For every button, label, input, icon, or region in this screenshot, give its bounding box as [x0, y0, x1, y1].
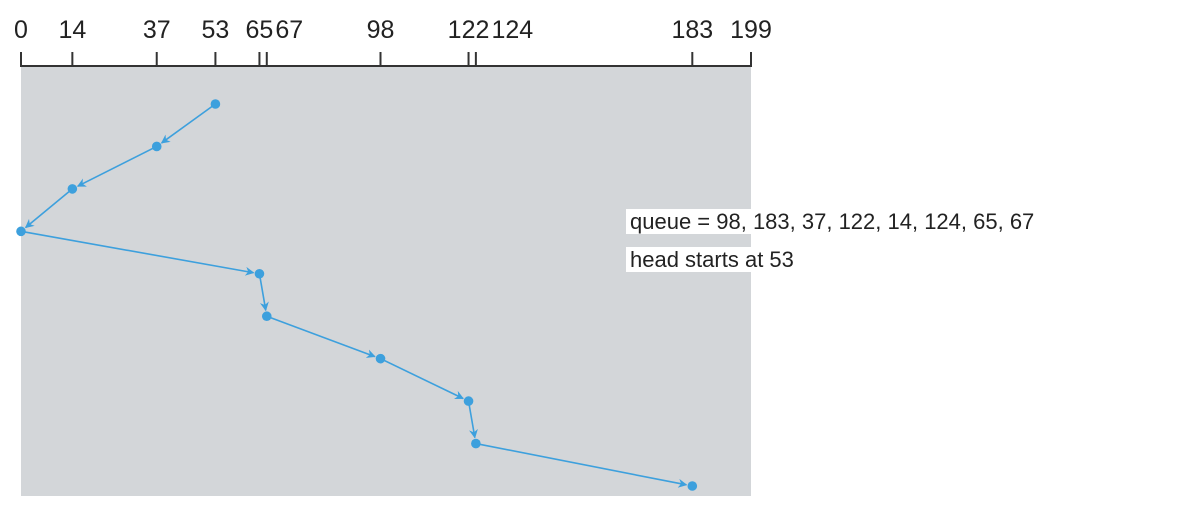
axis-ticks: 0 14 37 53 65 67 98 122 124 183 199 — [14, 16, 772, 67]
panel-background — [21, 66, 751, 496]
head-point-37 — [151, 141, 162, 152]
tick-label-53: 53 — [202, 16, 230, 44]
head-point-183 — [687, 481, 698, 491]
head-point-67 — [261, 311, 272, 322]
move-14-to-0 — [24, 188, 73, 229]
move-65-to-67 — [258, 273, 269, 312]
tick-label-183: 183 — [671, 16, 713, 44]
tick-label-14: 14 — [58, 16, 86, 44]
head-point-122 — [463, 396, 474, 406]
tick-label-122: 122 — [448, 16, 490, 44]
move-124-to-183 — [475, 442, 688, 488]
head-point-65 — [254, 268, 265, 279]
tick-label-65: 65 — [246, 16, 274, 44]
head-point-0 — [16, 226, 26, 237]
move-67-to-98 — [266, 315, 376, 358]
head-point-53 — [210, 99, 221, 109]
head-point-124 — [471, 438, 481, 449]
move-98-to-122 — [380, 357, 464, 400]
tick-label-98: 98 — [367, 16, 395, 44]
tick-label-124: 124 — [491, 16, 533, 44]
move-53-to-37 — [160, 103, 216, 144]
queue-caption: queue = 98, 183, 37, 122, 14, 124, 65, 6… — [626, 205, 1156, 281]
move-0-to-65 — [20, 230, 255, 276]
head-point-98 — [375, 353, 386, 364]
move-37-to-14 — [76, 145, 158, 187]
tick-label-67: 67 — [275, 16, 303, 44]
tick-label-199: 199 — [730, 16, 772, 44]
tick-label-37: 37 — [143, 16, 171, 44]
head-points — [16, 99, 698, 491]
head-point-14 — [67, 184, 78, 194]
head-path — [20, 103, 688, 488]
queue-text: queue = 98, 183, 37, 122, 14, 124, 65, 6… — [626, 209, 1039, 234]
move-122-to-124 — [467, 400, 478, 439]
tick-label-0: 0 — [14, 16, 28, 44]
head-start-text: head starts at 53 — [626, 247, 798, 272]
